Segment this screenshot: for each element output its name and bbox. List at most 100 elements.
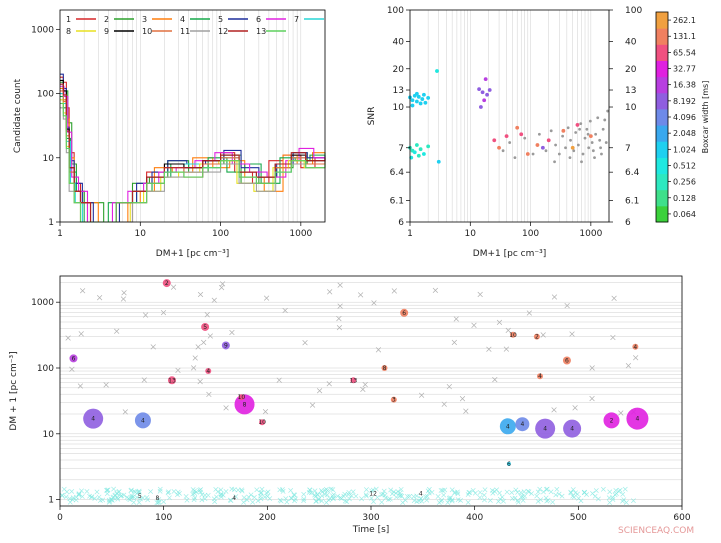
baseline-cross <box>280 488 286 494</box>
baseline-cross <box>482 497 487 503</box>
background-cross <box>309 402 316 408</box>
y-axis-label: SNR <box>367 107 377 126</box>
x-tick-label: 1 <box>57 229 63 239</box>
baseline-cross <box>344 499 350 505</box>
baseline-cross <box>61 486 67 492</box>
baseline-cross <box>393 494 399 500</box>
baseline-cross <box>345 492 351 498</box>
snr-point <box>497 145 501 150</box>
background-cross <box>229 329 235 336</box>
baseline-cross <box>177 491 182 496</box>
background-cross <box>337 282 343 288</box>
x-tick-label: 400 <box>466 513 483 523</box>
background-cross <box>477 291 483 298</box>
background-cross <box>204 312 210 318</box>
colorbar-tick-label: 65.54 <box>673 48 696 57</box>
legend-label: 2 <box>104 15 109 24</box>
baseline-beam-label: 12 <box>369 491 377 498</box>
baseline-cross <box>448 495 454 501</box>
baseline-cross <box>593 488 599 494</box>
background-cross <box>175 367 181 373</box>
baseline-cross <box>96 494 102 500</box>
baseline-cross <box>214 494 219 500</box>
baseline-cross <box>592 493 598 499</box>
y-tick-label-right: 6.4 <box>625 168 640 178</box>
baseline-cross <box>621 497 627 503</box>
snr-point <box>416 94 421 99</box>
baseline-cross <box>436 500 442 505</box>
gray-point <box>588 119 592 123</box>
baseline-cross <box>341 493 347 499</box>
baseline-cross <box>489 488 495 493</box>
gray-point <box>604 141 608 144</box>
baseline-cross <box>248 492 254 498</box>
snr-point <box>540 145 545 150</box>
x-axis-label: Time [s] <box>352 525 390 535</box>
baseline-cross <box>414 499 420 505</box>
plot-frame <box>59 9 326 223</box>
baseline-cross <box>227 497 233 503</box>
baseline-cross <box>264 490 269 496</box>
boxcar-colorbar: 0.064 0.128 0.256 0.512 1.024 2.048 4.096 8.192… <box>655 11 710 223</box>
baseline-cross <box>183 494 189 499</box>
baseline-cross <box>318 488 324 493</box>
background-cross <box>160 309 167 316</box>
background-cross <box>441 401 447 407</box>
y-tick-label: 40 <box>393 37 405 47</box>
baseline-cross <box>535 499 541 504</box>
baseline-cross <box>364 487 369 493</box>
candidate-marker <box>83 408 104 429</box>
background-cross <box>360 386 366 393</box>
candidate-beam-label: 2 <box>610 417 614 424</box>
baseline-cross <box>543 487 549 492</box>
colorbar-segment <box>656 76 668 94</box>
baseline-cross <box>307 487 313 493</box>
y-tick-label-right: 10 <box>625 103 637 113</box>
y-axis-label: Candidate count <box>13 78 23 153</box>
snr-point <box>426 96 431 100</box>
baseline-cross <box>218 491 224 497</box>
baseline-cross <box>465 499 471 505</box>
background-cross <box>142 312 149 318</box>
candidate-beam-label: 4 <box>141 417 145 424</box>
background-cross <box>218 284 225 291</box>
colorbar-segment <box>656 141 668 158</box>
background-cross <box>432 287 439 294</box>
baseline-cross <box>559 493 565 499</box>
baseline-cross <box>323 500 329 506</box>
legend-label: 12 <box>218 27 228 36</box>
background-cross <box>192 355 198 361</box>
y-tick-label: 20 <box>393 65 405 75</box>
baseline-cross <box>138 496 143 502</box>
candidate-beam-label: 4 <box>538 373 542 380</box>
y-tick-label: 1 <box>48 496 54 506</box>
baseline-cross <box>312 488 318 494</box>
baseline-cross <box>94 489 100 495</box>
baseline-cross <box>449 498 455 504</box>
background-cross <box>69 366 75 372</box>
baseline-cross <box>239 487 245 493</box>
baseline-cross <box>504 489 510 495</box>
gray-point <box>508 141 512 144</box>
baseline-cross <box>335 493 341 499</box>
baseline-cross <box>128 488 134 494</box>
baseline-cross <box>381 488 387 494</box>
baseline-cross <box>359 496 365 502</box>
baseline-cross <box>543 495 549 501</box>
gray-point <box>590 141 594 144</box>
y-tick-label-right: 100 <box>625 6 642 16</box>
colorbar-tick-label: 8.192 <box>673 97 696 106</box>
baseline-cross <box>441 492 447 498</box>
baseline-cross <box>482 487 488 493</box>
baseline-cross <box>494 487 500 493</box>
baseline-cross <box>277 487 283 493</box>
baseline-cross <box>233 494 239 500</box>
colorbar-tick-label: 2.048 <box>673 129 696 138</box>
legend-label: 10 <box>142 27 152 36</box>
baseline-cross <box>157 488 163 494</box>
baseline-cross <box>134 495 140 500</box>
baseline-cross <box>554 486 560 492</box>
candidate-marker <box>510 331 517 338</box>
dm-histogram-panel: 1 10 100 1000 1 10 100 1000 DM+1 [pc cm⁻³] Candid… <box>13 9 326 259</box>
candidate-beam-label: 9 <box>224 342 228 349</box>
